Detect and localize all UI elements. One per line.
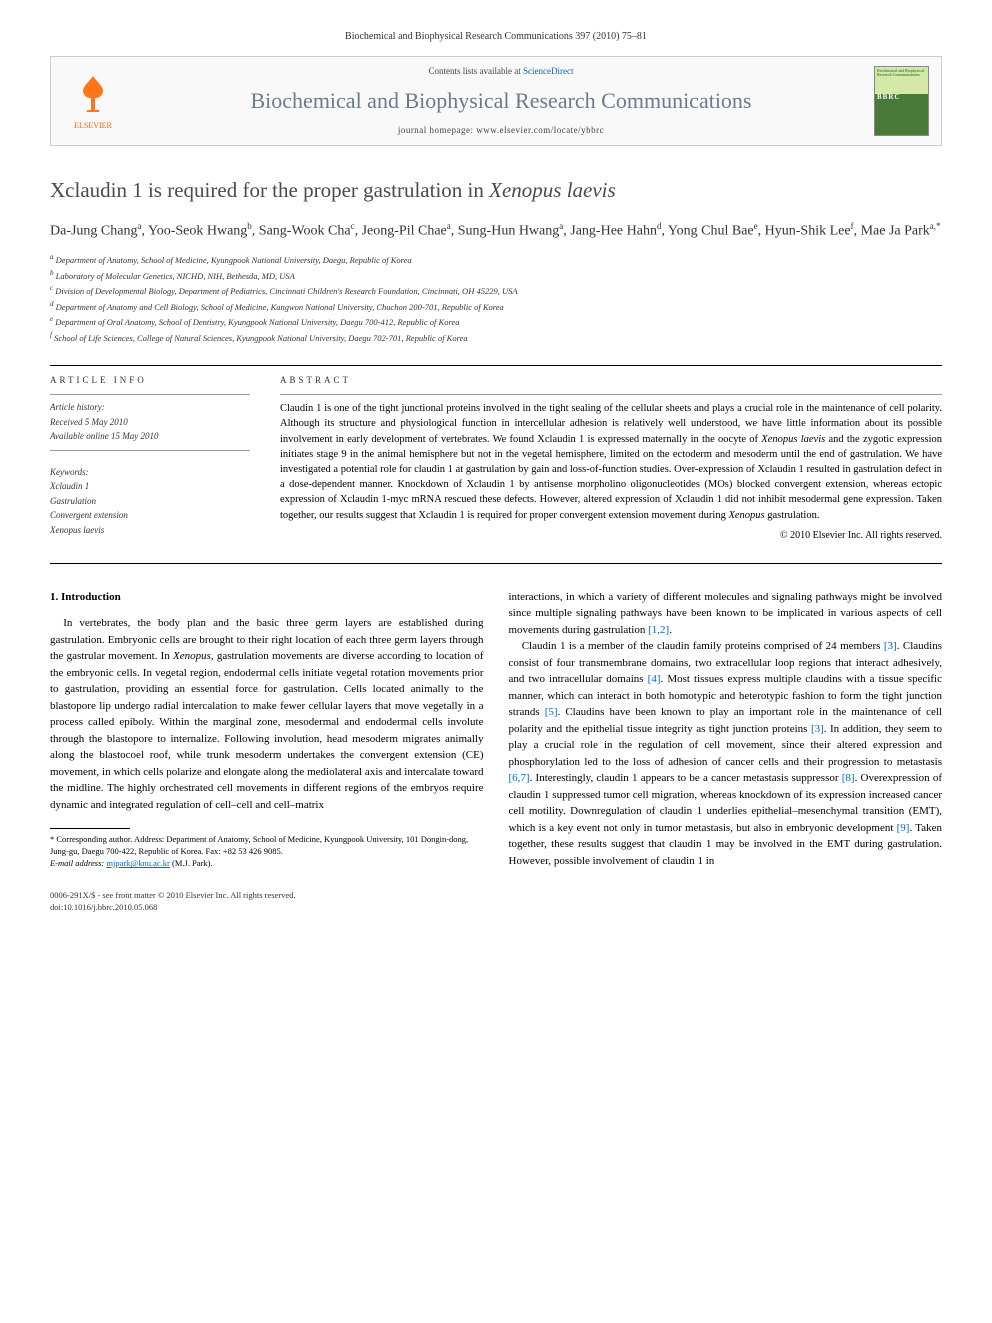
title-prefix: Xclaudin 1 is required for the proper ga… [50, 178, 489, 202]
authors-list: Da-Jung Changa, Yoo-Seok Hwangb, Sang-Wo… [50, 220, 942, 242]
affiliations: a Department of Anatomy, School of Medic… [50, 252, 942, 344]
keyword: Convergent extension [50, 509, 250, 523]
sciencedirect-link[interactable]: ScienceDirect [523, 66, 573, 76]
abstract-heading: ABSTRACT [280, 374, 942, 387]
abstract-column: ABSTRACT Claudin 1 is one of the tight j… [280, 374, 942, 543]
copyright: © 2010 Elsevier Inc. All rights reserved… [280, 529, 942, 543]
affiliation: a Department of Anatomy, School of Medic… [50, 252, 942, 267]
article-title: Xclaudin 1 is required for the proper ga… [50, 176, 942, 205]
affiliation: f School of Life Sciences, College of Na… [50, 330, 942, 345]
banner-center: Contents lists available at ScienceDirec… [138, 65, 864, 137]
keywords-block: Keywords: Xclaudin 1GastrulationConverge… [50, 466, 250, 538]
body-column-left: 1. Introduction In vertebrates, the body… [50, 589, 484, 870]
keyword: Gastrulation [50, 495, 250, 509]
affiliation: d Department of Anatomy and Cell Biology… [50, 299, 942, 314]
title-species: Xenopus laevis [489, 178, 616, 202]
email-suffix: (M.J. Park). [172, 858, 213, 868]
body-paragraph: Claudin 1 is a member of the claudin fam… [509, 638, 943, 869]
corresponding-author-footnote: * Corresponding author. Address: Departm… [50, 834, 484, 870]
divider [50, 365, 942, 366]
body-column-right: interactions, in which a variety of diff… [509, 589, 943, 870]
reference-link[interactable]: [5] [545, 706, 558, 718]
thin-divider [50, 450, 250, 451]
thin-divider [280, 394, 942, 395]
affiliation: b Laboratory of Molecular Genetics, NICH… [50, 268, 942, 283]
keyword: Xenopus laevis [50, 524, 250, 538]
received-date: Received 5 May 2010 [50, 416, 250, 430]
reference-link[interactable]: [9] [897, 822, 910, 834]
contents-line: Contents lists available at ScienceDirec… [138, 65, 864, 78]
bbrc-label: BBRC [877, 93, 900, 103]
info-abstract-row: ARTICLE INFO Article history: Received 5… [50, 374, 942, 543]
article-history: Article history: Received 5 May 2010 Ava… [50, 401, 250, 444]
journal-name: Biochemical and Biophysical Research Com… [138, 86, 864, 117]
footnote-separator [50, 828, 130, 829]
elsevier-tree-icon [69, 70, 117, 118]
bbrc-cover-text: Biochemical and Biophysical Research Com… [877, 69, 926, 78]
journal-banner: ELSEVIER Contents lists available at Sci… [50, 56, 942, 146]
reference-link[interactable]: [1,2] [648, 624, 669, 636]
reference-link[interactable]: [8] [842, 772, 855, 784]
affiliation: c Division of Developmental Biology, Dep… [50, 283, 942, 298]
history-label: Article history: [50, 401, 250, 415]
corresponding-text: * Corresponding author. Address: Departm… [50, 834, 484, 858]
article-info: ARTICLE INFO Article history: Received 5… [50, 374, 250, 543]
email-label: E-mail address: [50, 858, 104, 868]
keywords-label: Keywords: [50, 466, 250, 480]
email-link[interactable]: mjpark@knu.ac.kr [106, 858, 170, 868]
contents-prefix: Contents lists available at [429, 66, 523, 76]
reference-link[interactable]: [6,7] [509, 772, 530, 784]
abstract-text: Claudin 1 is one of the tight junctional… [280, 401, 942, 523]
keyword: Xclaudin 1 [50, 480, 250, 494]
online-date: Available online 15 May 2010 [50, 430, 250, 444]
elsevier-logo: ELSEVIER [63, 66, 123, 136]
homepage-prefix: journal homepage: [398, 125, 476, 135]
footer-line2: doi:10.1016/j.bbrc.2010.05.068 [50, 902, 942, 914]
section-heading: 1. Introduction [50, 589, 484, 606]
article-info-heading: ARTICLE INFO [50, 374, 250, 387]
reference-link[interactable]: [3] [811, 723, 824, 735]
bbrc-cover-thumbnail: Biochemical and Biophysical Research Com… [874, 66, 929, 136]
header-citation: Biochemical and Biophysical Research Com… [50, 30, 942, 44]
footer-line1: 0006-291X/$ - see front matter © 2010 El… [50, 890, 942, 902]
homepage-line: journal homepage: www.elsevier.com/locat… [138, 124, 864, 137]
homepage-url[interactable]: www.elsevier.com/locate/ybbrc [476, 125, 604, 135]
footer: 0006-291X/$ - see front matter © 2010 El… [50, 890, 942, 914]
elsevier-label: ELSEVIER [74, 120, 112, 131]
affiliation: e Department of Oral Anatomy, School of … [50, 314, 942, 329]
reference-link[interactable]: [3] [884, 640, 897, 652]
reference-link[interactable]: [4] [648, 673, 661, 685]
thin-divider [50, 394, 250, 395]
body-columns: 1. Introduction In vertebrates, the body… [50, 589, 942, 870]
divider [50, 563, 942, 564]
body-paragraph: In vertebrates, the body plan and the ba… [50, 615, 484, 813]
body-paragraph: interactions, in which a variety of diff… [509, 589, 943, 639]
